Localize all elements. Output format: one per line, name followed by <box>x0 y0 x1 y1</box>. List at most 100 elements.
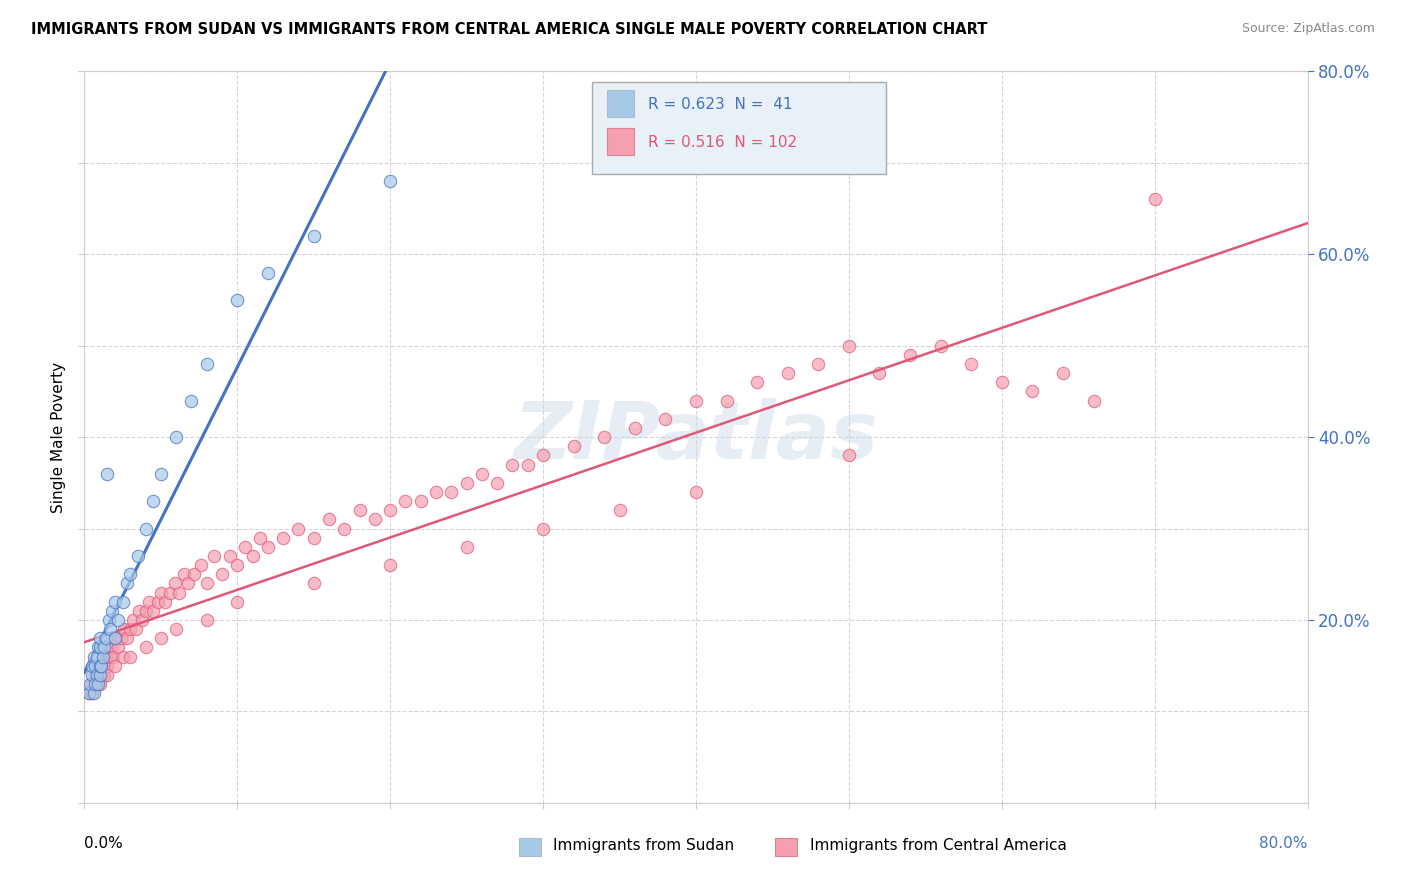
Point <box>98 649 121 664</box>
Text: R = 0.623  N =  41: R = 0.623 N = 41 <box>648 96 793 112</box>
Point <box>135 521 157 535</box>
Point <box>257 540 280 554</box>
Point <box>84 658 107 673</box>
Point <box>142 604 165 618</box>
Point <box>1021 384 1043 399</box>
Point <box>380 174 402 188</box>
Point <box>456 475 478 490</box>
Point <box>97 640 120 655</box>
Point <box>425 485 447 500</box>
Point <box>77 686 100 700</box>
Text: 0.0%: 0.0% <box>84 836 124 851</box>
Text: Source: ZipAtlas.com: Source: ZipAtlas.com <box>1241 22 1375 36</box>
Point <box>120 567 142 582</box>
Point <box>380 558 402 573</box>
Text: 80.0%: 80.0% <box>1260 836 1308 851</box>
Point <box>111 649 134 664</box>
Point <box>93 640 115 655</box>
Point <box>127 549 149 563</box>
Point <box>685 393 707 408</box>
Point <box>89 658 111 673</box>
Point <box>180 393 202 408</box>
Point <box>149 585 172 599</box>
Point <box>89 667 111 681</box>
Point <box>257 266 280 280</box>
Point <box>929 338 952 352</box>
Point <box>869 366 891 380</box>
Point <box>86 677 108 691</box>
Point <box>183 567 205 582</box>
Point <box>226 293 249 307</box>
Point <box>112 622 135 636</box>
Point <box>91 649 114 664</box>
Point <box>104 658 127 673</box>
Point <box>242 549 264 563</box>
Point <box>125 622 148 636</box>
Point <box>333 521 356 535</box>
Point <box>211 567 233 582</box>
Point <box>104 594 127 608</box>
Point <box>89 667 111 681</box>
Point <box>104 632 127 646</box>
Point <box>562 439 585 453</box>
Point <box>122 613 145 627</box>
Point <box>654 412 676 426</box>
Point <box>531 521 554 535</box>
Point <box>77 686 100 700</box>
Point <box>195 576 218 591</box>
Point <box>96 467 118 481</box>
Point <box>226 558 249 573</box>
Point <box>107 640 129 655</box>
Bar <box>776 838 797 855</box>
Point <box>302 229 325 244</box>
Point <box>79 677 101 691</box>
Point <box>991 375 1014 389</box>
Point <box>287 521 309 535</box>
Point <box>87 658 110 673</box>
Point <box>685 485 707 500</box>
Point <box>84 677 107 691</box>
Point <box>302 531 325 545</box>
Point <box>165 622 187 636</box>
Point <box>609 503 631 517</box>
Point <box>101 640 124 655</box>
Point <box>218 549 240 563</box>
Point <box>155 594 177 608</box>
Point <box>120 649 142 664</box>
Point <box>128 604 150 618</box>
Point <box>84 667 107 681</box>
Point <box>111 594 134 608</box>
Point <box>226 594 249 608</box>
Point <box>838 338 860 352</box>
Point <box>131 613 153 627</box>
Point <box>149 467 172 481</box>
Point <box>364 512 387 526</box>
Point <box>349 503 371 517</box>
Point <box>94 632 117 646</box>
Point <box>159 585 181 599</box>
Point <box>960 357 983 371</box>
Point <box>87 677 110 691</box>
Point <box>195 613 218 627</box>
Point <box>593 430 616 444</box>
Point <box>80 677 103 691</box>
FancyBboxPatch shape <box>592 82 886 174</box>
Point <box>776 366 799 380</box>
Point <box>93 667 115 681</box>
Point <box>163 576 186 591</box>
Point <box>83 686 105 700</box>
Point <box>807 357 830 371</box>
Point <box>80 658 103 673</box>
Point <box>380 503 402 517</box>
Point <box>531 448 554 462</box>
Point <box>202 549 225 563</box>
Point <box>173 567 195 582</box>
Point <box>142 494 165 508</box>
Point <box>80 667 103 681</box>
Point <box>747 375 769 389</box>
Point <box>898 348 921 362</box>
Point <box>80 686 103 700</box>
Point <box>190 558 212 573</box>
Point <box>516 458 538 472</box>
Point <box>318 512 340 526</box>
